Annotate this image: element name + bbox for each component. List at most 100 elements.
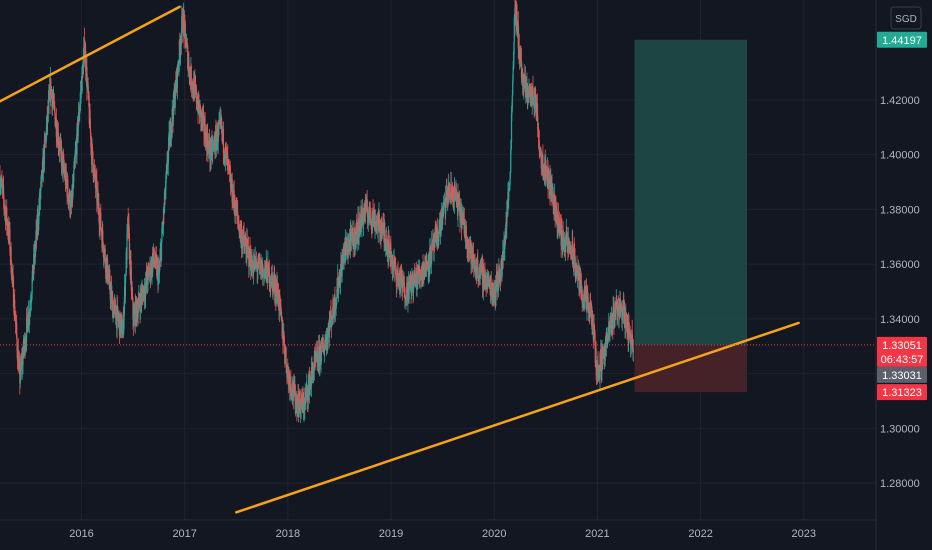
candle-body (390, 243, 392, 263)
candle-body (337, 276, 339, 293)
candle-body (29, 308, 31, 316)
candle-body (210, 140, 213, 156)
candle-body (47, 99, 50, 114)
x-tick-label: 2023 (792, 528, 816, 540)
candle-body (341, 257, 343, 277)
candle-body (124, 275, 127, 297)
candle-body (589, 301, 592, 309)
candle-body (614, 306, 616, 318)
candle-body (41, 162, 44, 179)
candle-body (513, 17, 515, 43)
candle-body (110, 290, 112, 300)
candle-body (451, 188, 453, 194)
candle-body (457, 195, 459, 216)
x-tick-label: 2020 (482, 528, 506, 540)
candle-body (31, 277, 33, 294)
candle-body (408, 284, 410, 300)
candle-body (121, 336, 123, 338)
candle-body (252, 264, 255, 274)
current-price-tag-text: 1.33051 (882, 340, 922, 352)
candle-body (406, 283, 409, 302)
candle-body (10, 247, 12, 273)
trendline-lower[interactable] (235, 321, 800, 514)
candle-body (25, 318, 28, 343)
candle-body (61, 152, 63, 167)
candle-body (477, 267, 479, 278)
currency-label: SGD (895, 14, 917, 25)
candle-body (454, 187, 456, 195)
candle-body (69, 191, 71, 212)
candle-body (589, 317, 591, 319)
candle-body (422, 264, 424, 277)
candle-body (576, 265, 578, 277)
candle-body (537, 127, 540, 139)
candle-body (428, 253, 430, 271)
candle-body (542, 154, 544, 175)
candle-body (172, 93, 175, 121)
candle-body (166, 165, 168, 173)
candle-body (14, 317, 16, 320)
candle-body (445, 197, 447, 214)
candle-body (141, 291, 143, 302)
candle-body (218, 123, 220, 129)
candle-body (9, 229, 11, 252)
candle-body (152, 259, 154, 272)
candle-body (50, 78, 52, 96)
candle-body (290, 386, 292, 395)
candle-body (395, 263, 397, 268)
candle-body (612, 307, 614, 329)
candle-body (83, 47, 85, 58)
candle-body (595, 349, 597, 369)
target-zone (634, 39, 748, 345)
candle-body (510, 150, 512, 173)
candle-body (76, 126, 78, 156)
candle-body (354, 230, 357, 240)
candle-body (306, 385, 308, 390)
candle-body (104, 249, 106, 262)
candle-body (16, 323, 18, 337)
candle-body (90, 133, 92, 148)
candle-body (38, 206, 40, 224)
candle-body (391, 254, 394, 270)
candle-body (320, 347, 322, 362)
candle-body (207, 142, 209, 155)
candle-body (624, 318, 627, 329)
candle-body (168, 137, 170, 152)
candle-body (54, 105, 56, 114)
currency-badge[interactable]: SGD (890, 6, 922, 30)
candle-body (357, 218, 359, 240)
candle-body (181, 16, 183, 34)
candle-body (133, 312, 135, 326)
candle-body (497, 282, 499, 291)
x-tick-label: 2017 (172, 528, 196, 540)
candle-body (591, 310, 594, 325)
candle-body (188, 59, 190, 72)
candle-body (50, 88, 53, 94)
candle-body (195, 88, 198, 104)
candle-body (262, 267, 264, 271)
candle-body (248, 266, 250, 267)
candle-body (326, 335, 328, 349)
candle-body (461, 216, 463, 229)
candle-body (365, 199, 367, 211)
candle-body (77, 125, 79, 137)
trendlines[interactable] (0, 5, 876, 514)
candle-body (225, 151, 227, 153)
candle-body (339, 271, 342, 285)
candle-body (511, 95, 513, 109)
candlestick-series (0, 0, 634, 424)
candle-body (607, 329, 609, 339)
candle-body (359, 214, 361, 233)
candle-body (130, 268, 132, 291)
candle-body (274, 276, 276, 294)
candle-body (233, 189, 235, 204)
candle-body (331, 317, 334, 320)
candle-body (361, 210, 363, 218)
candle-body (429, 247, 431, 268)
trendline-upper[interactable] (0, 5, 181, 103)
candle-body (468, 244, 471, 250)
candle-body (248, 249, 250, 267)
